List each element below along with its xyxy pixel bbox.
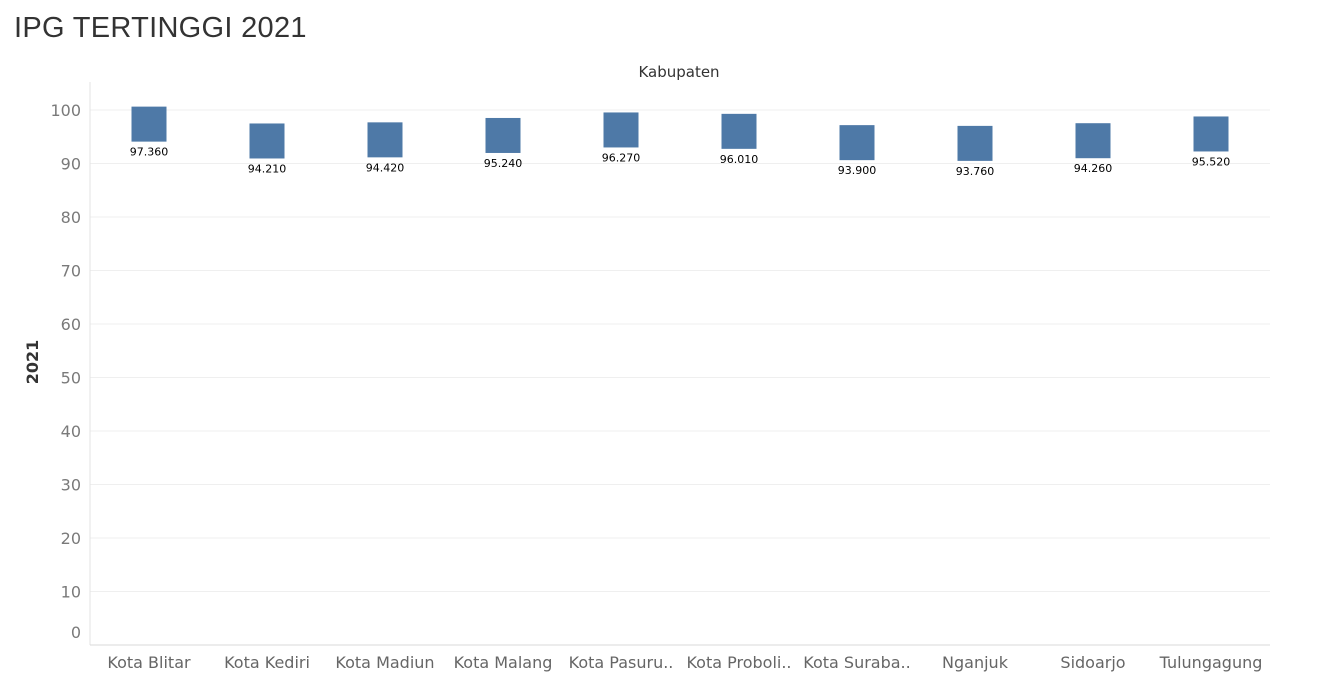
y-tick-label: 40 [61, 422, 81, 441]
category-label: Kota Malang [454, 653, 553, 672]
category-label: Kota Blitar [107, 653, 191, 672]
bar[interactable] [839, 125, 875, 161]
data-label: 96.270 [602, 151, 641, 164]
category-label: Tulungagung [1159, 653, 1263, 672]
y-tick-labels: 0 10 20 30 40 50 60 70 80 90 100 [50, 101, 81, 642]
data-label: 94.260 [1074, 162, 1113, 175]
bar[interactable] [721, 113, 757, 149]
bar[interactable] [367, 122, 403, 158]
bars [131, 106, 1229, 161]
category-label: Kota Kediri [224, 653, 310, 672]
data-label: 94.420 [366, 161, 405, 174]
category-label: Sidoarjo [1060, 653, 1125, 672]
data-label: 97.360 [130, 146, 169, 159]
data-label: 95.520 [1192, 155, 1231, 168]
data-label: 93.900 [838, 164, 877, 177]
bar[interactable] [485, 117, 521, 153]
y-tick-label: 0 [71, 623, 81, 642]
category-label: Kota Proboli.. [686, 653, 791, 672]
bar[interactable] [1075, 123, 1111, 159]
bar[interactable] [249, 123, 285, 159]
bar[interactable] [957, 125, 993, 161]
x-axis-title: Kabupaten [638, 63, 719, 81]
axes [89, 82, 1270, 646]
grid-lines [90, 109, 1270, 592]
category-labels: Kota Blitar Kota Kediri Kota Madiun Kota Ma… [107, 653, 1262, 672]
data-label: 93.760 [956, 165, 995, 178]
y-tick-label: 20 [61, 529, 81, 548]
data-label: 95.240 [484, 157, 523, 170]
y-tick-label: 30 [61, 476, 81, 495]
category-label: Kota Madiun [335, 653, 434, 672]
bar[interactable] [603, 112, 639, 148]
category-label: Nganjuk [942, 653, 1009, 672]
data-label: 96.010 [720, 153, 759, 166]
bar[interactable] [131, 106, 167, 142]
bar[interactable] [1193, 116, 1229, 152]
data-labels: 97.360 94.210 94.420 95.240 96.270 96.010 93.9… [130, 146, 1231, 178]
y-tick-label: 90 [61, 155, 81, 174]
y-tick-label: 80 [61, 208, 81, 227]
y-axis-title: 2021 [23, 340, 42, 385]
y-tick-label: 70 [61, 262, 81, 281]
category-label: Kota Pasuru.. [569, 653, 674, 672]
y-tick-label: 10 [61, 583, 81, 602]
y-tick-label: 60 [61, 315, 81, 334]
category-label: Kota Suraba.. [803, 653, 910, 672]
page-title: IPG TERTINGGI 2021 [14, 12, 307, 44]
y-tick-label: 100 [50, 101, 81, 120]
y-tick-label: 50 [61, 369, 81, 388]
data-label: 94.210 [248, 162, 287, 175]
